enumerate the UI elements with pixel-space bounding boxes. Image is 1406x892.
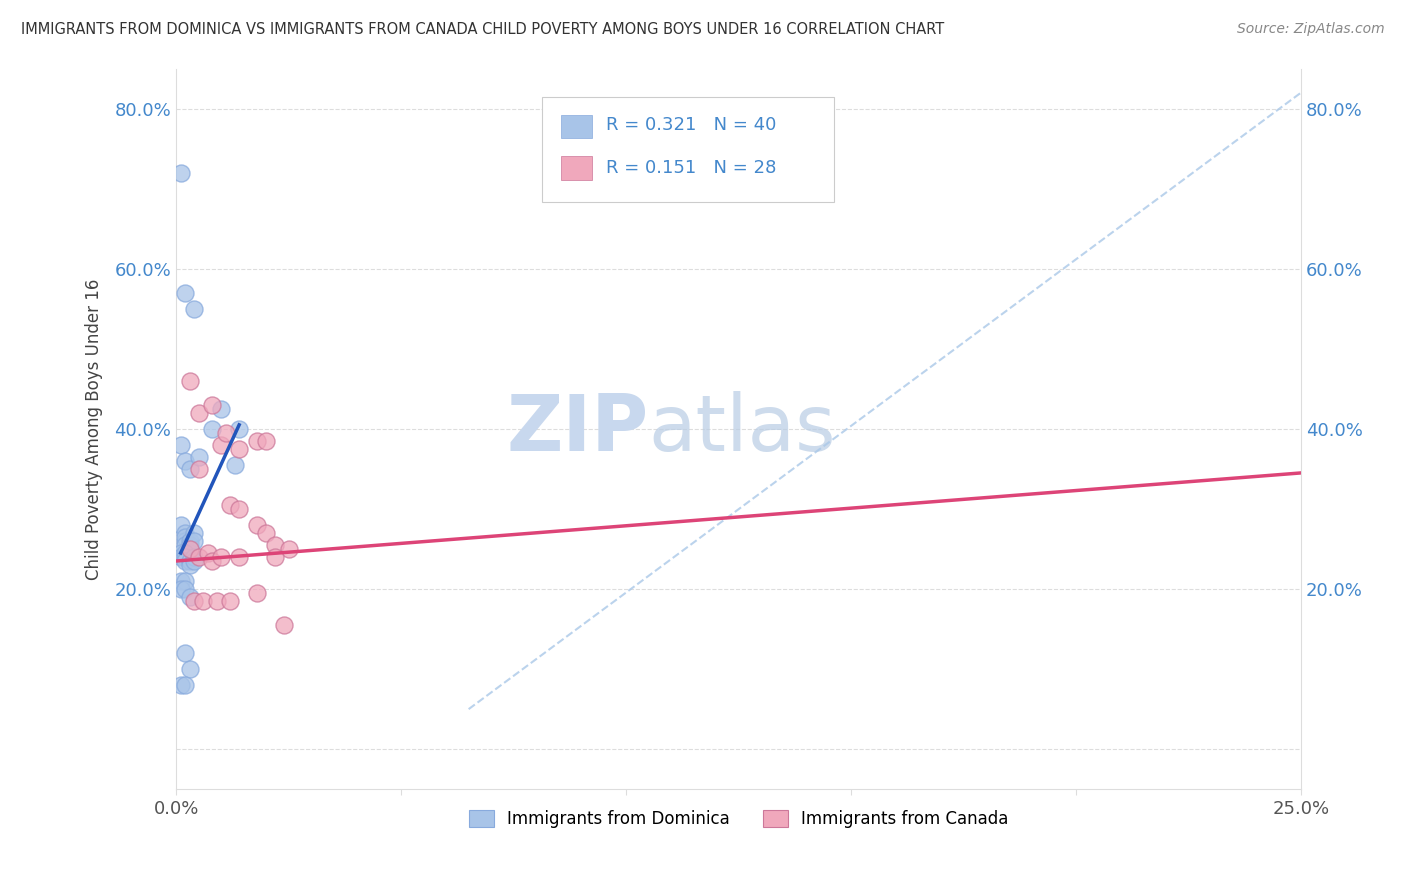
- Point: [254, 434, 277, 448]
- Point: [179, 538, 201, 552]
- Point: [169, 438, 191, 452]
- Point: [219, 498, 242, 512]
- Point: [179, 554, 201, 568]
- Point: [209, 438, 232, 452]
- Point: [201, 554, 224, 568]
- Point: [187, 462, 209, 476]
- Point: [174, 582, 197, 596]
- Point: [246, 518, 269, 533]
- Point: [174, 454, 197, 468]
- Point: [174, 526, 197, 541]
- Point: [174, 546, 197, 560]
- Text: ZIP: ZIP: [506, 391, 648, 467]
- Point: [179, 374, 201, 388]
- Point: [246, 586, 269, 600]
- Point: [254, 526, 277, 541]
- Text: Source: ZipAtlas.com: Source: ZipAtlas.com: [1237, 22, 1385, 37]
- Point: [228, 422, 250, 436]
- Legend: Immigrants from Dominica, Immigrants from Canada: Immigrants from Dominica, Immigrants fro…: [463, 804, 1015, 835]
- Point: [183, 526, 205, 541]
- FancyBboxPatch shape: [561, 156, 592, 180]
- Text: R = 0.151   N = 28: R = 0.151 N = 28: [606, 159, 776, 177]
- Point: [179, 590, 201, 604]
- Point: [201, 398, 224, 412]
- Point: [219, 594, 242, 608]
- Point: [174, 285, 197, 300]
- Point: [183, 594, 205, 608]
- Point: [187, 549, 209, 564]
- Point: [228, 442, 250, 456]
- Point: [191, 594, 214, 608]
- Point: [209, 549, 232, 564]
- Point: [264, 549, 287, 564]
- Point: [169, 678, 191, 692]
- Point: [224, 458, 246, 472]
- Point: [174, 646, 197, 660]
- Point: [183, 549, 205, 564]
- Y-axis label: Child Poverty Among Boys Under 16: Child Poverty Among Boys Under 16: [86, 278, 103, 580]
- Point: [183, 554, 205, 568]
- Point: [205, 594, 228, 608]
- Point: [214, 425, 236, 440]
- Point: [197, 546, 219, 560]
- Text: IMMIGRANTS FROM DOMINICA VS IMMIGRANTS FROM CANADA CHILD POVERTY AMONG BOYS UNDE: IMMIGRANTS FROM DOMINICA VS IMMIGRANTS F…: [21, 22, 945, 37]
- Point: [169, 582, 191, 596]
- Point: [174, 538, 197, 552]
- Text: atlas: atlas: [648, 391, 837, 467]
- Point: [201, 422, 224, 436]
- Point: [187, 406, 209, 420]
- Point: [179, 533, 201, 548]
- Point: [246, 434, 269, 448]
- FancyBboxPatch shape: [541, 97, 834, 202]
- Point: [179, 546, 201, 560]
- Text: R = 0.321   N = 40: R = 0.321 N = 40: [606, 116, 776, 134]
- Point: [183, 301, 205, 316]
- Point: [169, 546, 191, 560]
- Point: [174, 678, 197, 692]
- Point: [228, 502, 250, 516]
- FancyBboxPatch shape: [561, 115, 592, 138]
- Point: [179, 541, 201, 556]
- Point: [273, 618, 295, 632]
- Point: [174, 533, 197, 548]
- Point: [277, 541, 299, 556]
- Point: [183, 533, 205, 548]
- Point: [187, 450, 209, 464]
- Point: [179, 662, 201, 676]
- Point: [209, 401, 232, 416]
- Point: [228, 549, 250, 564]
- Point: [179, 558, 201, 572]
- Point: [169, 518, 191, 533]
- Point: [264, 538, 287, 552]
- Point: [179, 462, 201, 476]
- Point: [169, 574, 191, 588]
- Point: [174, 549, 197, 564]
- Point: [169, 549, 191, 564]
- Point: [174, 530, 197, 544]
- Point: [174, 554, 197, 568]
- Point: [169, 166, 191, 180]
- Point: [179, 541, 201, 556]
- Point: [174, 574, 197, 588]
